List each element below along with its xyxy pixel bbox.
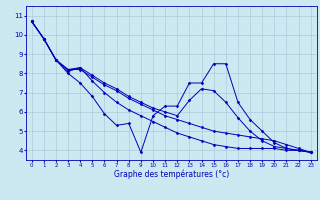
X-axis label: Graphe des températures (°c): Graphe des températures (°c) bbox=[114, 169, 229, 179]
